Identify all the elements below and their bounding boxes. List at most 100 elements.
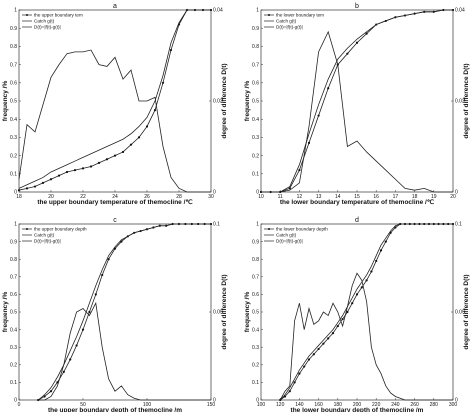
y-axis-label: frequency /%: [244, 292, 251, 333]
data-point: [97, 161, 101, 164]
series-line-1: [18, 9, 211, 191]
legend-label: the lower boundary depth: [276, 227, 328, 232]
data-point: [288, 390, 291, 393]
data-point: [365, 279, 368, 282]
data-point: [129, 143, 133, 146]
x-tick-label: 220: [372, 402, 381, 408]
data-point: [341, 317, 344, 321]
data-point: [298, 169, 301, 172]
y2-tick-label: 0: [213, 190, 216, 196]
data-point: [17, 189, 21, 192]
y-tick-label: 0.4: [252, 117, 259, 123]
data-point: [169, 48, 173, 52]
y-tick-label: 0.4: [10, 327, 17, 333]
x-tick-label: 180: [334, 402, 343, 408]
data-point: [355, 293, 359, 296]
data-point: [81, 167, 85, 170]
data-point: [73, 169, 77, 172]
series-line-3: [279, 272, 453, 401]
x-tick-label: 140: [295, 402, 304, 408]
panel-label: d: [355, 217, 359, 224]
x-tick-label: 16: [373, 194, 379, 200]
x-tick-label: 19: [431, 194, 437, 200]
data-point: [94, 293, 97, 296]
series-line-3: [18, 49, 211, 193]
data-point: [346, 310, 349, 314]
legend-label: D(t)=|f(t)-g(t)|: [276, 239, 303, 244]
data-point: [293, 381, 296, 384]
data-point: [288, 187, 291, 190]
x-tick-label: 22: [80, 194, 86, 200]
data-point: [336, 324, 339, 328]
y-tick-label: 0.6: [252, 81, 259, 87]
y-tick-label: 0.4: [10, 117, 17, 123]
y2-tick-label: 0.02: [213, 99, 223, 105]
x-tick-label: 20: [48, 194, 54, 200]
x-tick-label: 11: [278, 194, 283, 200]
x-tick-label: 120: [276, 402, 285, 408]
x-tick-label: 150: [207, 402, 216, 408]
data-point: [88, 310, 91, 314]
y-tick-label: 0.4: [252, 327, 259, 333]
y-tick-label: 0.8: [10, 44, 17, 50]
series-line-1: [38, 223, 211, 401]
series-line-1: [279, 223, 453, 401]
y-tick-label: 1: [14, 222, 17, 228]
x-axis-label: the upper boundary depth of themocline /…: [48, 407, 182, 412]
plot-frame: [260, 223, 454, 401]
data-point: [81, 328, 85, 331]
data-point: [346, 52, 349, 55]
y2-axis-label: degree of difference D(t): [463, 274, 470, 349]
x-axis-label: the upper boundary temperature of themoc…: [37, 198, 193, 206]
x-tick-label: 260: [410, 402, 419, 408]
panel-label: c: [113, 217, 117, 224]
x-tick-label: 28: [176, 194, 182, 200]
x-tick-label: 24: [112, 194, 118, 200]
data-point: [384, 240, 387, 243]
y2-tick-label: 0.04: [455, 8, 465, 14]
y-tick-label: 0.3: [252, 135, 259, 141]
legend-marker: [268, 14, 270, 16]
series-line-1: [261, 9, 453, 193]
panel-label: b: [355, 3, 359, 10]
legend-label: the upper boundary tem: [34, 13, 83, 18]
y-tick-label: 0: [14, 398, 17, 404]
x-tick-label: 0: [18, 402, 21, 408]
data-point: [121, 150, 125, 154]
y-tick-label: 0.1: [252, 172, 259, 178]
y-axis-label: frequency /%: [2, 292, 9, 333]
y-tick-label: 0.6: [252, 292, 259, 298]
data-point: [137, 136, 141, 139]
y-tick-label: 0.7: [252, 62, 259, 68]
legend-label: D(t)=|f(t)-g(t)|: [34, 25, 61, 30]
y2-tick-label: 0: [455, 398, 458, 404]
x-tick-label: 14: [335, 194, 341, 200]
y-tick-label: 0.1: [10, 172, 17, 178]
x-tick-label: 160: [314, 402, 323, 408]
y-tick-label: 0.6: [10, 81, 17, 87]
data-point: [327, 337, 330, 340]
series-line-3: [261, 30, 453, 193]
data-point: [283, 395, 287, 398]
y-tick-label: 0.8: [252, 44, 259, 50]
y2-tick-label: 0.1: [455, 222, 462, 228]
data-point: [62, 370, 65, 373]
x-tick-label: 30: [208, 194, 214, 200]
legend-marker: [26, 228, 28, 230]
legend-label: Catch g(t): [34, 233, 55, 238]
x-tick-label: 18: [412, 194, 418, 200]
y-tick-label: 1: [256, 8, 259, 14]
data-point: [33, 185, 37, 188]
data-point: [307, 141, 311, 144]
data-point: [307, 358, 311, 361]
x-tick-label: 50: [80, 402, 86, 408]
plot-frame: [18, 9, 212, 193]
data-point: [331, 332, 335, 335]
plot-frame: [18, 223, 212, 401]
legend-label: Catch g(t): [276, 19, 297, 24]
y2-tick-label: 0.1: [213, 222, 220, 228]
y-tick-label: 0.5: [10, 310, 17, 316]
data-point: [107, 258, 110, 261]
data-point: [41, 181, 45, 184]
